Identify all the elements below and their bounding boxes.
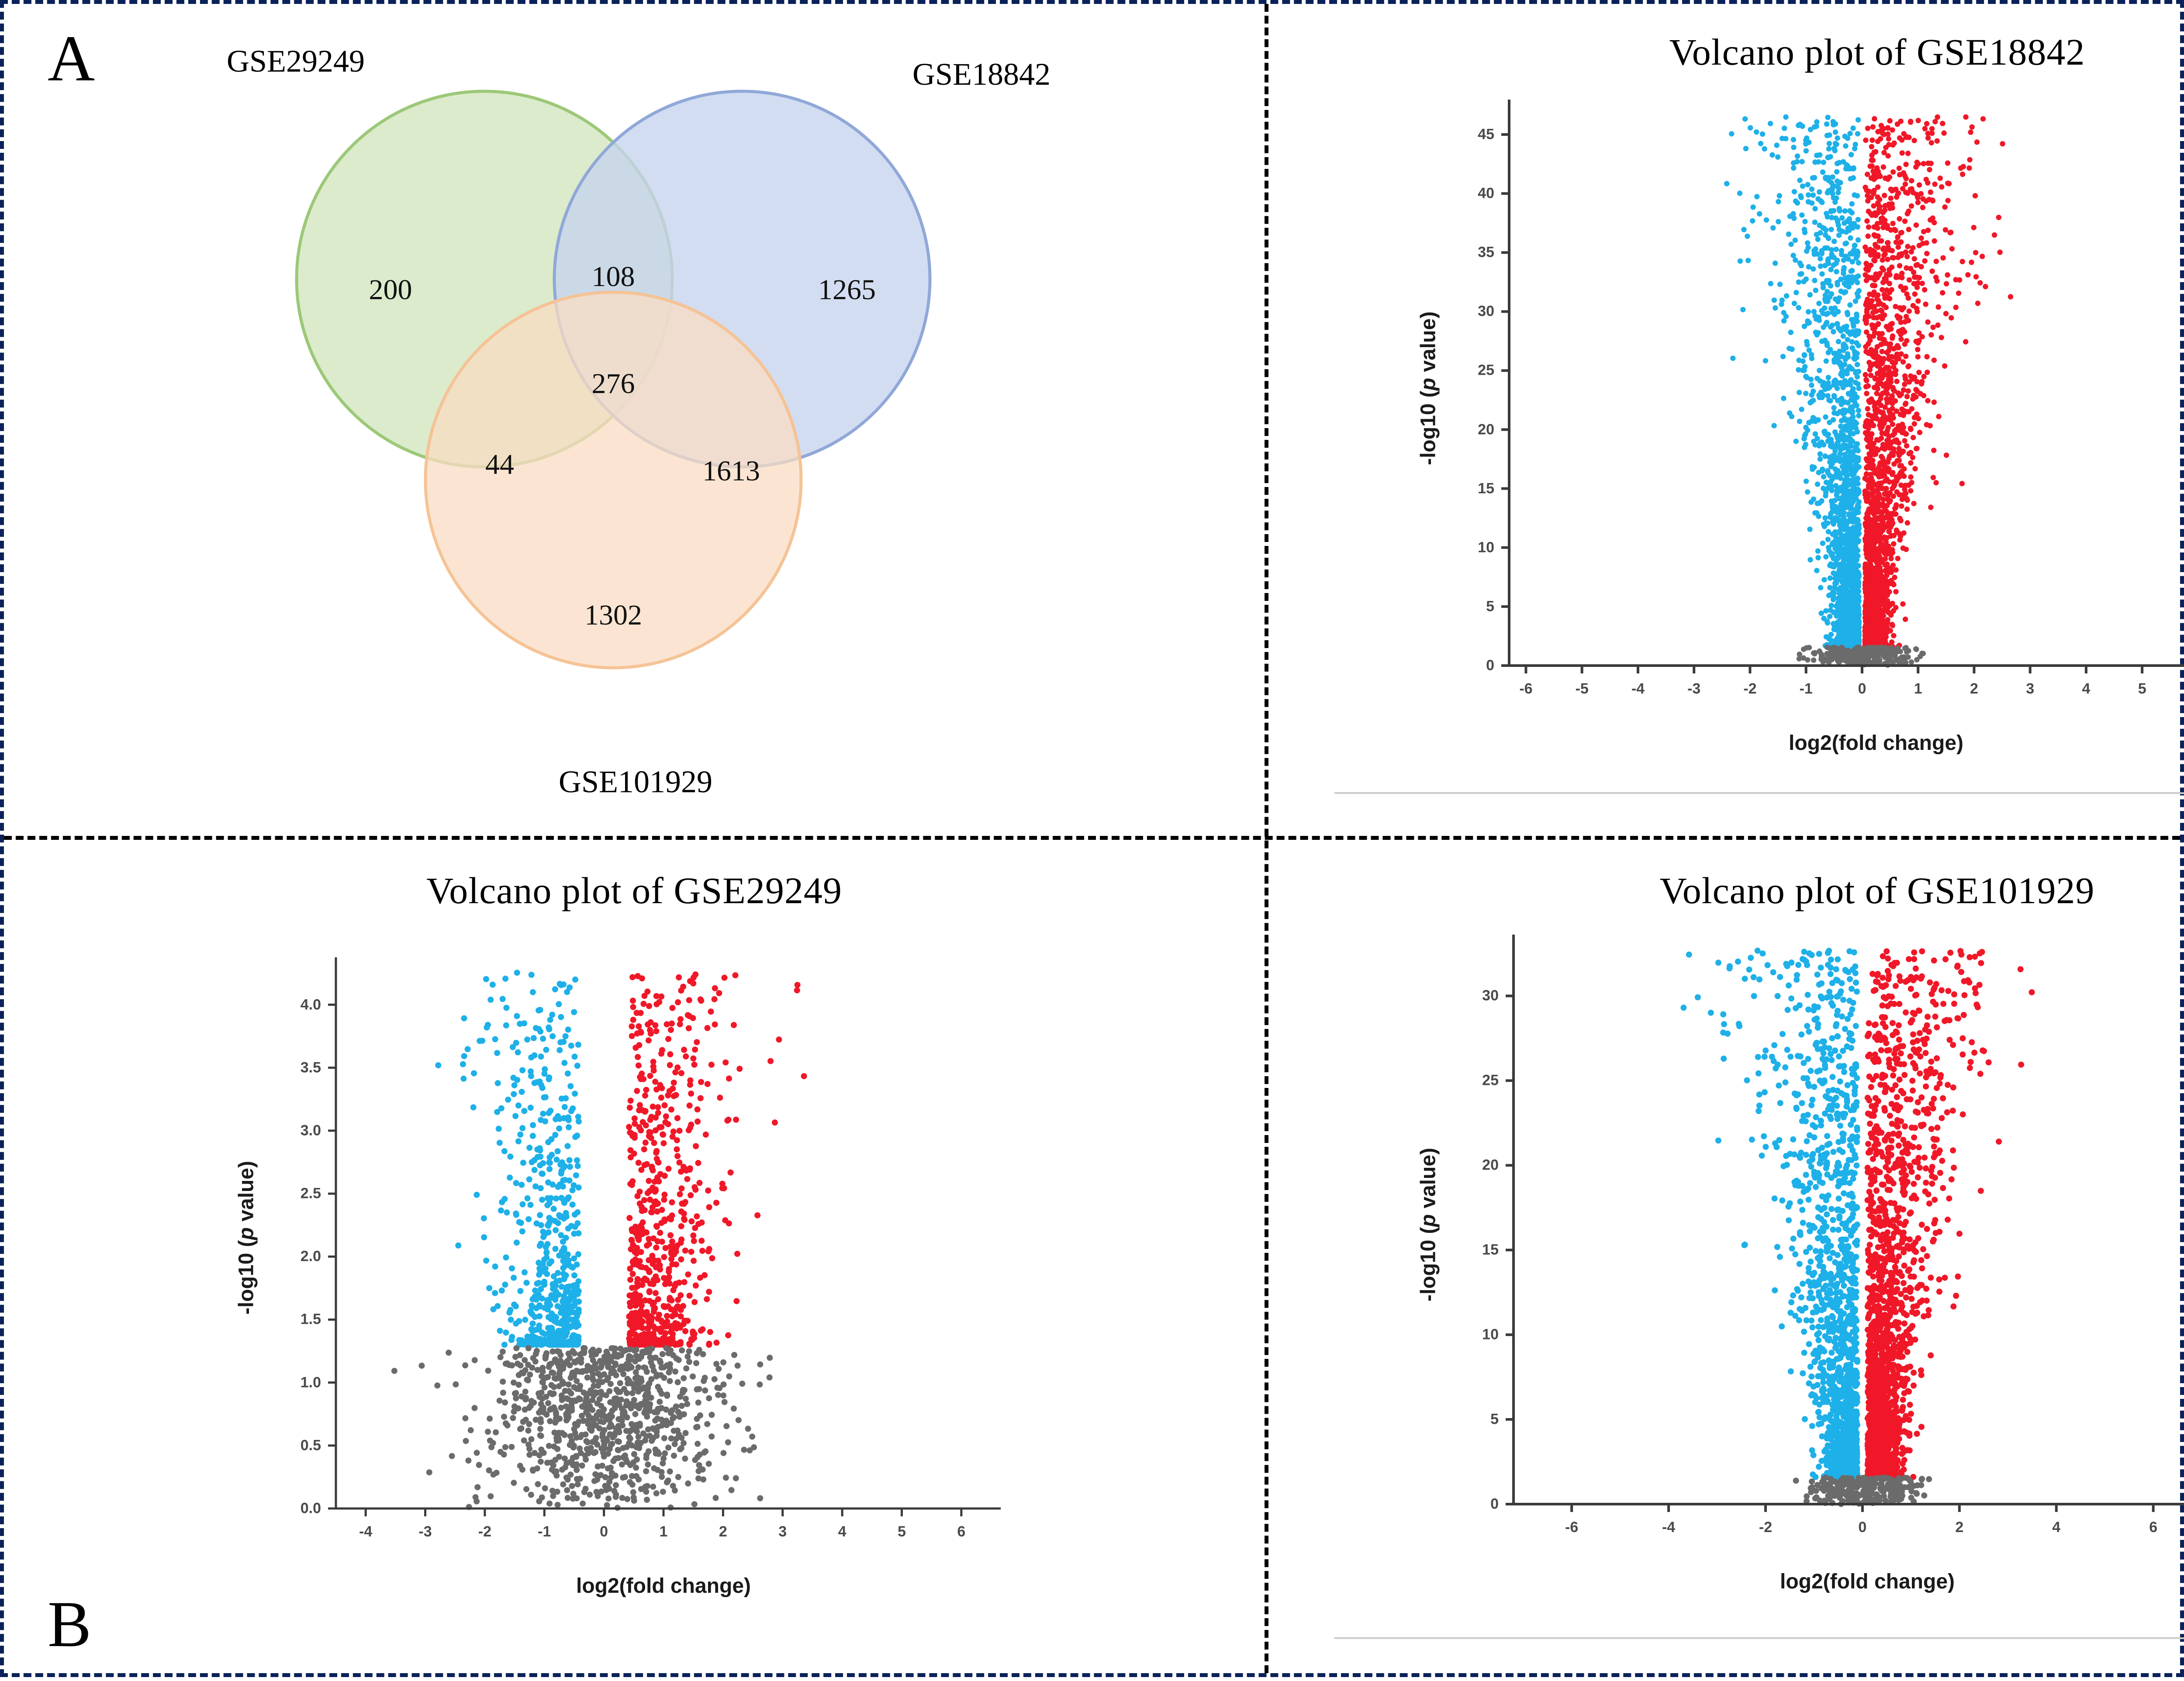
y-tick-label: 20 [1482,1157,1499,1174]
x-tick-label: 4 [2052,1519,2060,1536]
x-tick-label: 2 [719,1523,727,1540]
volcano-scatter-svg [4,836,1265,1681]
y-axis-title: -log10 (p value) [1417,1148,1441,1301]
x-tick-label: 1 [1914,680,1922,697]
venn-circles-svg [4,4,1265,836]
y-tick-label: 0 [1486,657,1494,674]
y-tick-label: 5 [1490,1411,1499,1428]
x-tick-label: 5 [898,1523,906,1540]
x-tick-label: -5 [1576,680,1589,697]
y-tick-label: 25 [1478,362,1494,379]
y-tick-label: 3.5 [301,1059,321,1076]
y-tick-label: 25 [1482,1072,1499,1089]
y-tick-label: 1.0 [301,1374,321,1391]
y-tick-label: 35 [1478,244,1494,261]
x-tick-label: -2 [1743,680,1756,697]
x-tick-label: -6 [1519,680,1532,697]
x-tick-label: 3 [778,1523,787,1540]
x-tick-label: 0 [600,1523,608,1540]
x-tick-label: -1 [1800,680,1813,697]
panel-c-footer-rule [1334,792,2184,794]
y-tick-label: 40 [1478,185,1494,202]
volcano-scatter-svg [1265,4,2184,836]
panel-c-volcano: C Volcano plot of GSE18842 -6-5-4-3-2-10… [1265,4,2184,836]
x-tick-label: 0 [1858,680,1866,697]
y-tick-label: 2.0 [301,1248,321,1265]
y-tick-label: 1.5 [301,1311,321,1328]
venn-count-green-only: 200 [369,273,412,307]
venn-diagram: GSE29249 GSE18842 GSE101929 200 108 1265… [4,4,1265,836]
venn-count-blue-orange: 1613 [702,455,760,488]
y-tick-label: 3.0 [301,1122,321,1139]
volcano-plot-c: -6-5-4-3-2-10123456051015202530354045log… [1265,4,2184,836]
x-tick-label: 2 [1955,1519,1963,1536]
panel-d-volcano: D Volcano plot of GSE101929 -6-4-2024605… [1265,836,2184,1681]
x-tick-label: 6 [2149,1519,2157,1536]
volcano-scatter-svg [1265,836,2184,1681]
y-tick-label: 15 [1482,1242,1499,1259]
y-tick-label: 10 [1478,539,1494,556]
volcano-plot-b: -4 -3 -2 -1 0 1 2 3 4 5 6 0.0 0.5 1.0 1.5 2.0 2.5 3.0 3.5 4… [4,836,1265,1681]
y-tick-label: 10 [1482,1326,1499,1343]
x-tick-label: -2 [1759,1519,1772,1536]
x-tick-label: -6 [1565,1519,1578,1536]
x-tick-label: 5 [2138,680,2146,697]
x-axis-title: log2(fold change) [1789,731,1963,755]
volcano-plot-d: -6 -4 -2 0 2 4 6 0 5 10 15 20 25 30 log2(fold change) -… [1265,836,2184,1681]
x-tick-label: 6 [957,1523,965,1540]
y-tick-label: 30 [1478,303,1494,320]
panel-a-venn: A GSE29249 GSE18842 GSE101929 200 108 12… [4,4,1265,836]
y-tick-label: 4.0 [301,996,321,1013]
y-tick-label: 30 [1482,987,1499,1004]
x-tick-label: 3 [2026,680,2034,697]
x-tick-label: -4 [1631,680,1645,697]
x-tick-label: 4 [838,1523,847,1540]
x-axis-title: log2(fold change) [576,1574,751,1598]
y-tick-label: 0.0 [301,1500,321,1517]
x-tick-label: -3 [418,1523,432,1540]
y-axis-title: -log10 (p value) [1417,311,1441,465]
panel-d-footer-rule [1334,1637,2184,1639]
x-tick-label: -1 [538,1523,551,1540]
y-tick-label: 45 [1478,126,1494,143]
y-tick-label: 5 [1486,598,1494,615]
scatter-points [1680,948,2035,1507]
venn-count-orange-only: 1302 [584,599,642,632]
y-tick-label: 0 [1490,1496,1499,1513]
x-tick-label: -4 [1662,1519,1675,1536]
venn-count-blue-only: 1265 [818,273,876,307]
x-tick-label: 4 [2082,680,2090,697]
y-tick-label: 0.5 [301,1437,321,1454]
x-tick-label: 0 [1858,1519,1866,1536]
venn-count-green-orange: 44 [485,448,514,481]
venn-count-triple: 276 [592,367,635,400]
x-tick-label: 1 [660,1523,668,1540]
x-tick-label: -3 [1687,680,1700,697]
venn-count-green-blue: 108 [592,260,635,293]
scatter-points [1724,114,2013,668]
x-tick-label: -2 [478,1523,491,1540]
x-axis-title: log2(fold change) [1780,1570,1955,1594]
y-axis-title: -log10 (p value) [235,1161,259,1315]
y-tick-label: 15 [1478,480,1494,497]
y-tick-label: 20 [1478,421,1494,438]
x-tick-label: -4 [359,1523,372,1540]
y-tick-label: 2.5 [301,1185,321,1202]
x-tick-label: 2 [1970,680,1978,697]
scatter-points [391,970,807,1511]
